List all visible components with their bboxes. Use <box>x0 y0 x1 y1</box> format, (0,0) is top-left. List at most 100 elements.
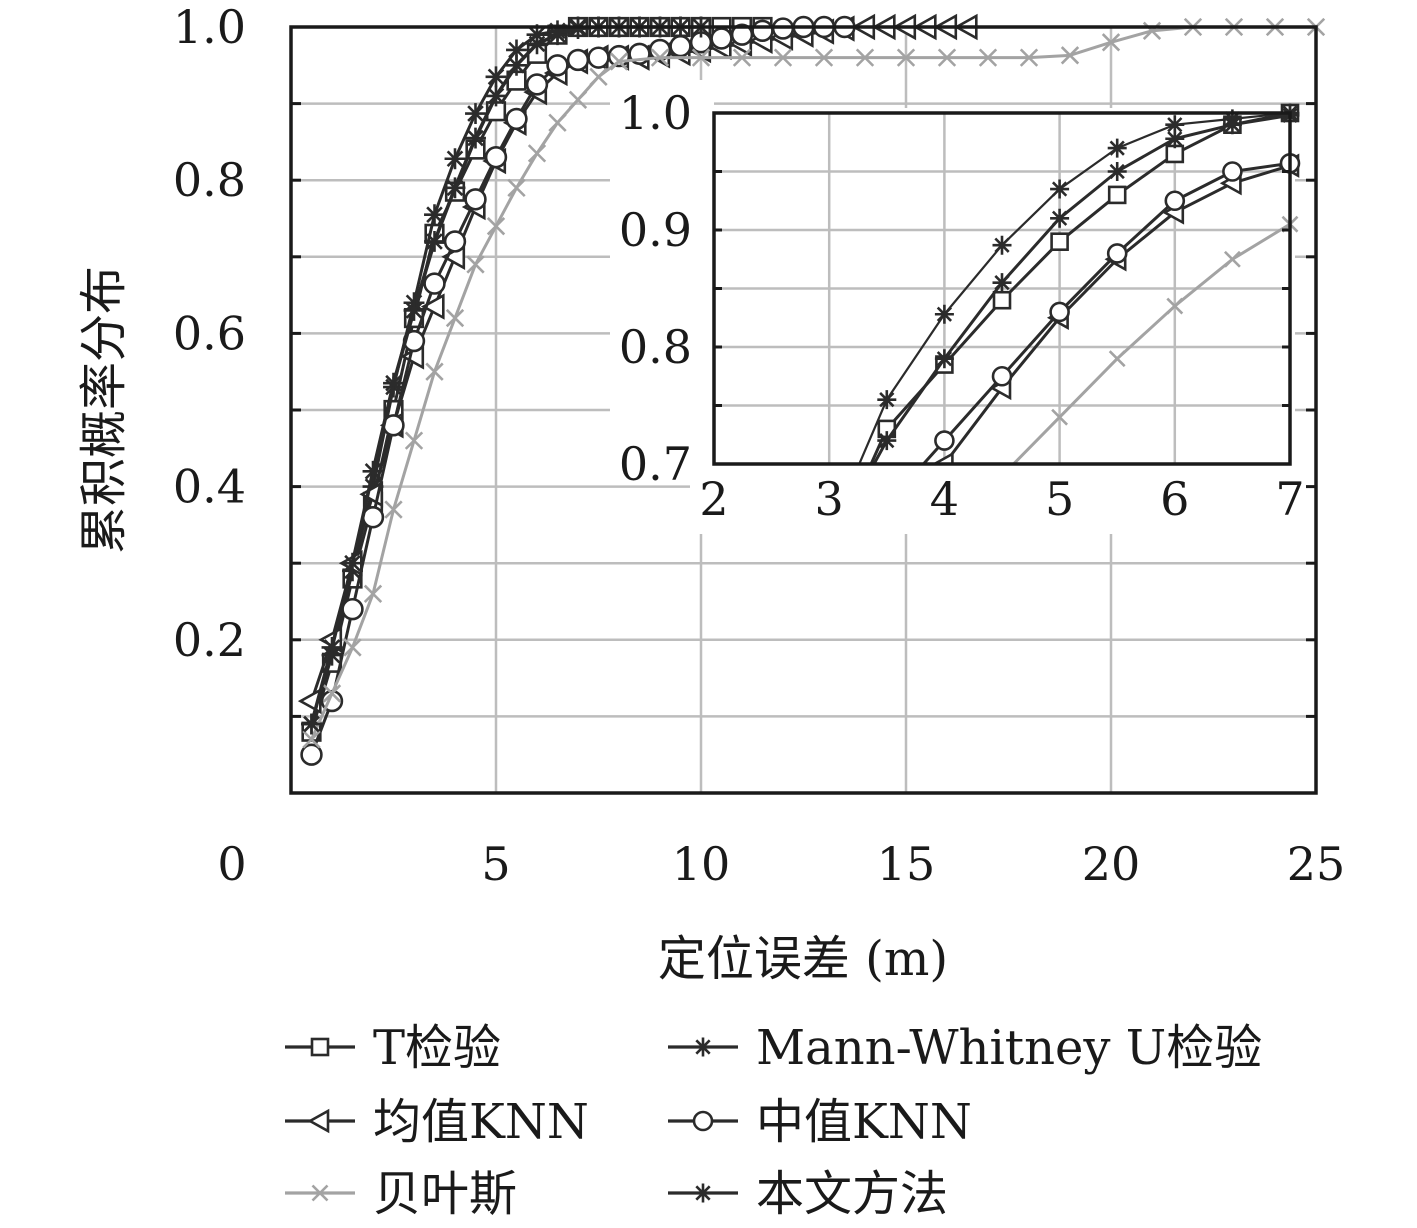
inset-y-tick-label: 1.0 <box>619 86 692 140</box>
y-tick-label: 1.0 <box>173 0 246 54</box>
asterisk-marker <box>362 476 384 498</box>
circle-marker <box>1049 301 1070 323</box>
circle-marker <box>1222 161 1243 182</box>
circle-marker <box>484 146 508 169</box>
x-marker <box>1051 408 1069 426</box>
x-tick-label: 15 <box>877 837 936 891</box>
asterisk-marker <box>1165 115 1185 135</box>
y-tick-label: 0.8 <box>173 153 246 207</box>
inset-x-tick-label: 5 <box>1045 472 1074 526</box>
x-marker <box>896 48 916 67</box>
circle-marker <box>669 34 692 58</box>
inset-series-clip <box>858 103 1301 464</box>
x-marker <box>343 638 362 657</box>
circle-marker <box>525 73 549 96</box>
asterisk-marker <box>383 372 404 394</box>
y-tick-label: 0.4 <box>173 460 246 514</box>
circle-marker <box>1106 243 1128 264</box>
triangle-marker <box>420 293 445 320</box>
asterisk-marker <box>1050 179 1070 199</box>
inset-grid <box>714 113 1290 464</box>
x-marker <box>466 255 485 274</box>
x-marker <box>589 67 608 86</box>
inset-label-backdrop <box>690 464 1320 534</box>
x-marker <box>814 48 834 67</box>
asterisk-marker <box>1050 208 1070 228</box>
inset-y-tick-label: 0.7 <box>619 437 692 491</box>
asterisk-marker <box>362 460 384 482</box>
asterisk-marker <box>1165 129 1185 149</box>
inset-label-backdrop <box>610 80 714 480</box>
legend-label: T检验 <box>373 1020 501 1076</box>
inset-x-tick-label: 3 <box>815 472 844 526</box>
x-marker <box>507 178 526 198</box>
circle-marker <box>587 46 610 69</box>
asterisk-marker <box>506 39 527 61</box>
asterisk-marker <box>547 24 568 46</box>
circle-marker <box>566 48 590 72</box>
x-marker <box>311 1184 329 1202</box>
x-marker <box>1101 33 1121 52</box>
triangle-marker <box>307 1108 330 1134</box>
legend-entry: 中值KNN <box>668 1094 972 1150</box>
x-marker <box>773 48 793 67</box>
legend-label: Mann-Whitney U检验 <box>756 1020 1262 1076</box>
square-marker <box>1165 144 1185 164</box>
x-tick-label: 0 <box>217 837 246 891</box>
circle-marker <box>341 597 364 621</box>
x-marker <box>302 730 321 749</box>
circle-marker <box>692 1110 714 1132</box>
legend-label: 本文方法 <box>756 1166 948 1222</box>
legend-entry: 贝叶斯 <box>285 1166 517 1222</box>
inset-series-5 <box>872 105 1300 464</box>
circle-marker <box>464 188 487 211</box>
asterisk-marker <box>693 1183 713 1203</box>
inset-x-tick-label: 7 <box>1275 472 1304 526</box>
x-marker <box>609 52 629 71</box>
x-marker <box>978 48 998 67</box>
x-tick-label: 20 <box>1082 837 1141 891</box>
inset-x-tick-label: 4 <box>930 472 959 526</box>
inset-series <box>858 103 1301 464</box>
circle-marker <box>443 230 467 253</box>
x-marker <box>1060 46 1080 65</box>
inset-x-tick-label: 6 <box>1160 472 1189 526</box>
y-tick-label: 0.6 <box>173 306 246 360</box>
circle-marker <box>934 430 955 451</box>
circle-marker <box>648 38 672 62</box>
asterisk-marker <box>1222 115 1242 135</box>
asterisk-marker <box>877 431 897 451</box>
square-marker <box>1107 185 1127 205</box>
x-marker <box>1019 48 1039 67</box>
circle-marker <box>730 23 754 46</box>
x-marker <box>732 48 752 67</box>
asterisk-marker <box>1107 138 1127 158</box>
x-marker <box>568 90 588 109</box>
asterisk-marker <box>301 713 322 735</box>
asterisk-marker <box>465 127 486 149</box>
x-tick-label: 25 <box>1287 837 1346 891</box>
x-marker <box>855 48 875 67</box>
square-marker <box>310 1037 330 1057</box>
tick-labels: 0 5 10 15 20 25 0.2 0.4 0.6 0.8 1.0 2 3 4 5 6 7 0.7 0.8 0.9… <box>173 0 1345 891</box>
x-marker <box>527 144 547 163</box>
asterisk-marker <box>424 204 445 226</box>
asterisk-marker <box>403 299 425 321</box>
asterisk-marker <box>1107 162 1127 181</box>
circle-marker <box>751 19 774 43</box>
circle-marker <box>710 27 733 50</box>
circle-marker <box>1164 190 1186 212</box>
asterisk-marker <box>877 390 897 410</box>
asterisk-marker <box>934 349 954 369</box>
circle-marker <box>505 107 528 131</box>
square-marker <box>1050 232 1069 251</box>
x-marker <box>1223 250 1241 268</box>
asterisk-marker <box>465 103 486 125</box>
x-marker <box>322 684 342 703</box>
triangle-marker <box>931 451 954 464</box>
x-marker <box>650 48 670 67</box>
asterisk-marker <box>693 1037 713 1057</box>
legend-label: 中值KNN <box>756 1094 972 1150</box>
